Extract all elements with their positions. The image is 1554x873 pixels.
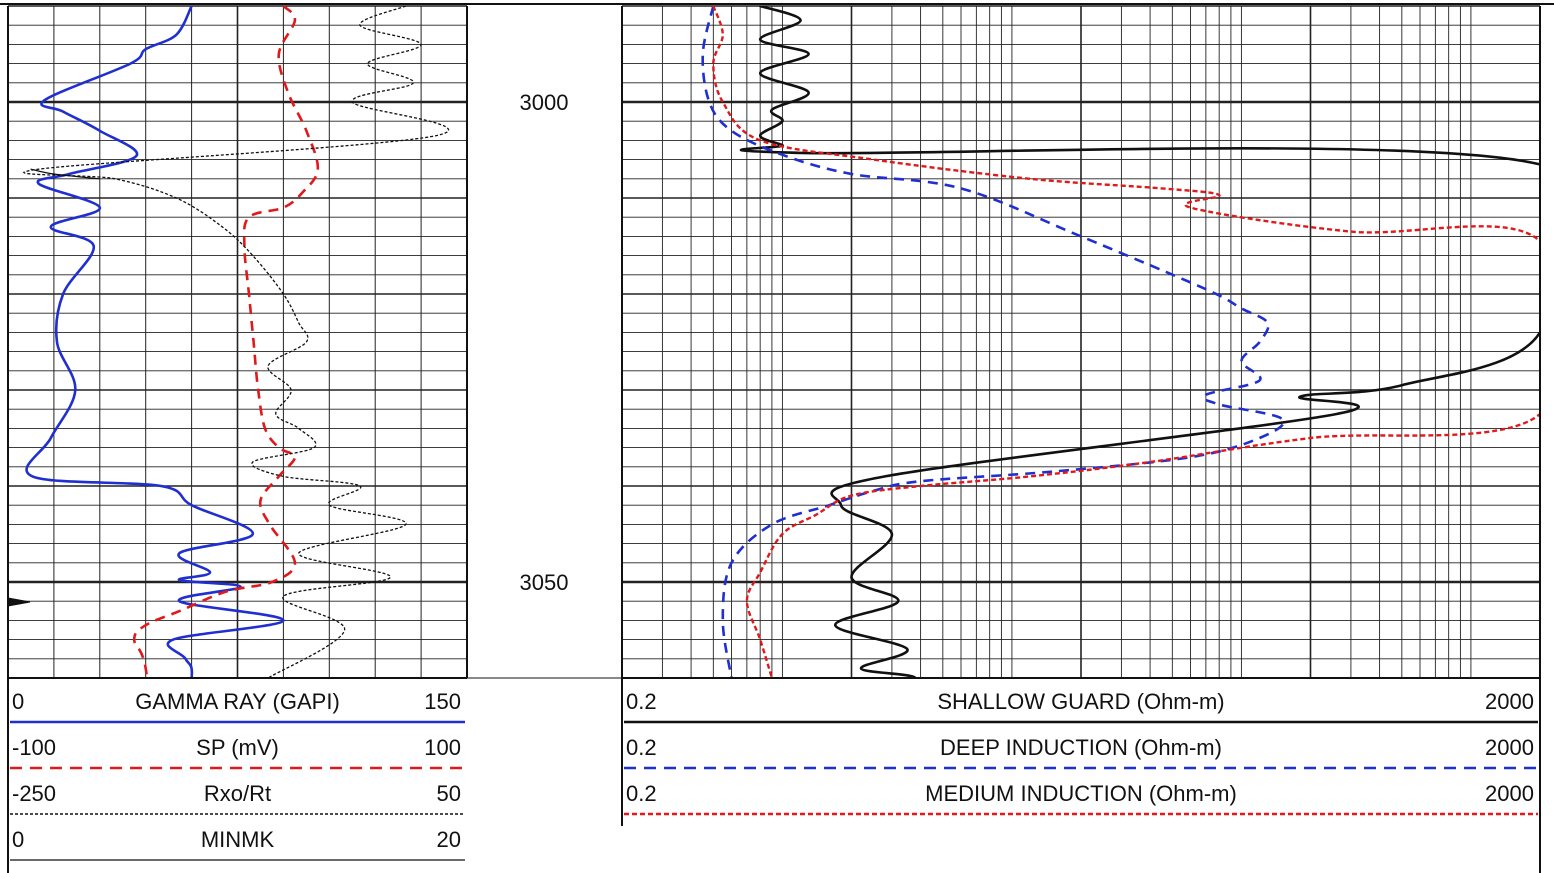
legend-max: 2000 (1485, 689, 1534, 714)
legend-max: 50 (437, 781, 461, 806)
legend-name: MEDIUM INDUCTION (Ohm-m) (925, 781, 1237, 806)
legend-entry-minmk: 0 MINMK 20 (10, 827, 465, 861)
legend-entry-sp-mv: -100 SP (mV) 100 (10, 735, 465, 770)
curve-deep-induction-ohm-m (701, 6, 1285, 678)
legend-max: 20 (437, 827, 461, 852)
legend-entry-gamma-ray-gapi: 0 GAMMA RAY (GAPI) 150 (10, 689, 465, 724)
legend-entry-shallow-guard-ohm-m: 0.2 SHALLOW GUARD (Ohm-m) 2000 (624, 689, 1538, 724)
track1-grid (7, 5, 468, 679)
legend-max: 2000 (1485, 781, 1534, 806)
depth-label-3050: 3050 (520, 570, 569, 595)
legend-entry-deep-induction-ohm-m: 0.2 DEEP INDUCTION (Ohm-m) 2000 (624, 735, 1538, 770)
track1-curves (8, 6, 449, 678)
curve-sp-mv (132, 6, 320, 678)
curve-rxo-rt (23, 6, 449, 678)
legend-name: Rxo/Rt (204, 781, 271, 806)
legend-max: 150 (424, 689, 461, 714)
curve-medium-induction-ohm-m (712, 6, 1540, 678)
track2-grid (621, 5, 1541, 679)
curve-minmk (30, 168, 101, 180)
legend-min: 0 (12, 827, 24, 852)
legend-max: 2000 (1485, 735, 1534, 760)
legend-min: 0 (12, 689, 24, 714)
depth-label-3000: 3000 (520, 90, 569, 115)
depth-marker-icon (8, 597, 31, 607)
track2-legend: 0.2 SHALLOW GUARD (Ohm-m) 2000 0.2 DEEP INDU… (624, 689, 1538, 816)
legend-min: -100 (12, 735, 56, 760)
legend-name: MINMK (201, 827, 275, 852)
legend-entry-rxo-rt: -250 Rxo/Rt 50 (10, 781, 465, 815)
curve-gamma-ray-gapi (25, 6, 285, 678)
legend-name: DEEP INDUCTION (Ohm-m) (940, 735, 1222, 760)
legend-name: GAMMA RAY (GAPI) (135, 689, 340, 714)
legend-min: 0.2 (626, 689, 657, 714)
legend-name: SP (mV) (196, 735, 279, 760)
legend-min: 0.2 (626, 735, 657, 760)
depth-axis: 3000 3050 (520, 90, 569, 595)
legend-max: 100 (424, 735, 461, 760)
legend-min: -250 (12, 781, 56, 806)
legend-entry-medium-induction-ohm-m: 0.2 MEDIUM INDUCTION (Ohm-m) 2000 (624, 781, 1538, 816)
legend-min: 0.2 (626, 781, 657, 806)
legend-name: SHALLOW GUARD (Ohm-m) (937, 689, 1224, 714)
track1-legend: 0 GAMMA RAY (GAPI) 150 -100 SP (mV) 100 -250 Rx… (10, 689, 465, 861)
frame (0, 3, 1554, 873)
curve-shallow-guard-ohm-m (739, 6, 1540, 678)
track2-curves (701, 6, 1540, 678)
